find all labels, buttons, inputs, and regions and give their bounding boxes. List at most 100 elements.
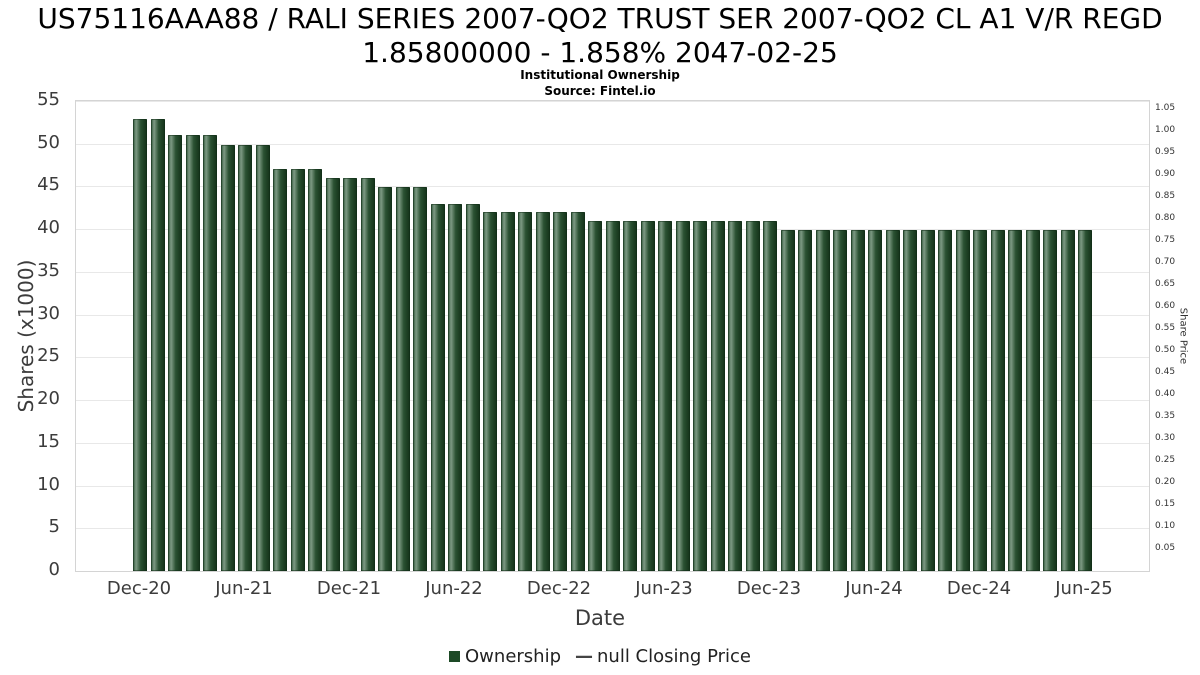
y-axis-tick-right: 0.25 — [1155, 454, 1176, 465]
legend-item-closing-price: — null Closing Price — [575, 646, 751, 667]
ownership-bar — [815, 230, 830, 571]
ownership-bar — [395, 187, 410, 571]
y-axis-tick-left: 55 — [37, 89, 60, 110]
legend-ownership-label: Ownership — [465, 646, 562, 667]
ownership-bar — [885, 230, 900, 571]
y-axis-tick-right: 0.15 — [1155, 498, 1176, 509]
ownership-bar — [675, 220, 690, 571]
y-axis-tick-right: 0.45 — [1155, 366, 1176, 377]
y-axis-tick-left: 40 — [37, 217, 60, 239]
ownership-bar — [290, 169, 305, 571]
x-axis-tick: Dec-20 — [106, 578, 172, 599]
ownership-bar — [518, 212, 532, 571]
ownership-bar — [185, 135, 200, 571]
y-axis-tick-left: 5 — [48, 516, 60, 538]
ownership-bar — [255, 144, 270, 571]
plot-area — [75, 100, 1150, 572]
ownership-bar — [570, 212, 585, 571]
y-axis-tick-right: 0.75 — [1155, 234, 1176, 245]
ownership-bar — [640, 220, 655, 571]
ownership-bar — [763, 220, 777, 571]
x-axis-tick: Jun-23 — [635, 578, 693, 599]
y-axis-tick-right: 0.30 — [1155, 432, 1176, 443]
y-axis-tick-left: 45 — [37, 174, 60, 196]
y-axis-tick-left: 15 — [37, 430, 60, 452]
ownership-bar — [378, 187, 392, 571]
legend: Ownership — null Closing Price — [0, 646, 1200, 667]
y-axis-tick-left: 50 — [37, 131, 60, 153]
y-axis-tick-left: 30 — [37, 302, 60, 324]
ownership-bar — [833, 230, 847, 571]
x-axis-label: Date — [574, 606, 626, 630]
ownership-bar — [920, 230, 935, 571]
ownership-bar — [168, 135, 182, 571]
y-axis-tick-right: 0.20 — [1155, 476, 1176, 487]
ownership-bar — [500, 212, 515, 571]
ownership-bar — [623, 220, 637, 571]
x-axis-tick: Dec-22 — [526, 578, 592, 599]
y-axis-left: 0 5 10 15 20 25 30 35 40 45 50 55 — [0, 89, 67, 580]
gridline — [76, 143, 1149, 145]
gridline — [76, 101, 1149, 102]
ownership-bar — [483, 212, 497, 571]
y-axis-tick-right: 0.80 — [1155, 212, 1176, 223]
y-axis-tick-right: 0.85 — [1155, 190, 1176, 201]
ownership-bar — [1043, 230, 1057, 571]
ownership-bar — [693, 220, 707, 571]
ownership-bar — [868, 230, 882, 571]
x-axis-tick: Dec-24 — [946, 578, 1012, 599]
y-axis-tick-left: 25 — [37, 345, 60, 367]
ownership-bar — [605, 220, 620, 571]
x-axis-tick: Jun-21 — [215, 578, 273, 599]
ownership-bar — [1025, 230, 1040, 571]
ownership-bar — [1078, 230, 1092, 571]
y-axis-tick-left: 0 — [48, 559, 60, 580]
line-symbol-icon: — — [575, 646, 594, 667]
y-axis-tick-right: 0.95 — [1155, 146, 1176, 157]
chart-title-line1: US75116AAA88 / RALI SERIES 2007-QO2 TRUS… — [37, 2, 1163, 35]
y-axis-tick-right: 0.05 — [1155, 542, 1176, 553]
gridline — [76, 186, 1149, 188]
ownership-bar — [1060, 230, 1075, 571]
y-axis-label-right: Share Price — [1177, 307, 1189, 365]
x-axis-tick: Jun-25 — [1055, 578, 1113, 599]
ownership-bar — [588, 220, 602, 571]
ownership-bar — [343, 177, 357, 571]
ownership-bar — [710, 220, 725, 571]
ownership-bar — [325, 177, 340, 571]
ownership-bar — [850, 230, 865, 571]
y-axis-right: 0.05 0.10 0.15 0.20 0.25 0.30 0.35 0.40 0.45 0.50… — [1152, 100, 1192, 572]
ownership-bar — [780, 230, 795, 571]
x-axis-tick: Dec-23 — [736, 578, 802, 599]
ownership-bar — [430, 203, 445, 571]
ownership-bar — [728, 220, 742, 571]
ownership-bar — [990, 230, 1005, 571]
y-axis-tick-right: 0.55 — [1155, 322, 1176, 333]
x-axis-tick: Jun-24 — [845, 578, 903, 599]
ownership-bar — [658, 220, 672, 571]
ownership-bar — [133, 118, 147, 571]
legend-closing-label: null Closing Price — [597, 646, 751, 667]
ownership-bar — [238, 144, 252, 571]
y-axis-tick-right: 0.35 — [1155, 410, 1176, 421]
ownership-bar — [448, 203, 462, 571]
ownership-bar — [203, 135, 217, 571]
y-axis-tick-left: 35 — [37, 259, 60, 281]
y-axis-tick-right: 0.10 — [1155, 520, 1176, 531]
chart-title-line2: 1.85800000 - 1.858% 2047-02-25 — [362, 36, 838, 69]
y-axis-tick-right: 0.40 — [1155, 388, 1176, 399]
ownership-bar — [308, 169, 322, 571]
ownership-bar — [535, 212, 550, 571]
y-axis-tick-right: 1.05 — [1155, 102, 1176, 113]
y-axis-tick-right: 0.50 — [1155, 344, 1176, 355]
ownership-bar — [553, 212, 567, 571]
ownership-swatch-icon — [449, 651, 461, 662]
ownership-bar — [360, 177, 375, 571]
ownership-bar — [938, 230, 952, 571]
x-axis-tick: Dec-21 — [316, 578, 382, 599]
legend-item-ownership: Ownership — [449, 646, 561, 667]
ownership-bar — [1008, 230, 1022, 571]
ownership-bar — [273, 169, 287, 571]
ownership-bar — [745, 220, 760, 571]
